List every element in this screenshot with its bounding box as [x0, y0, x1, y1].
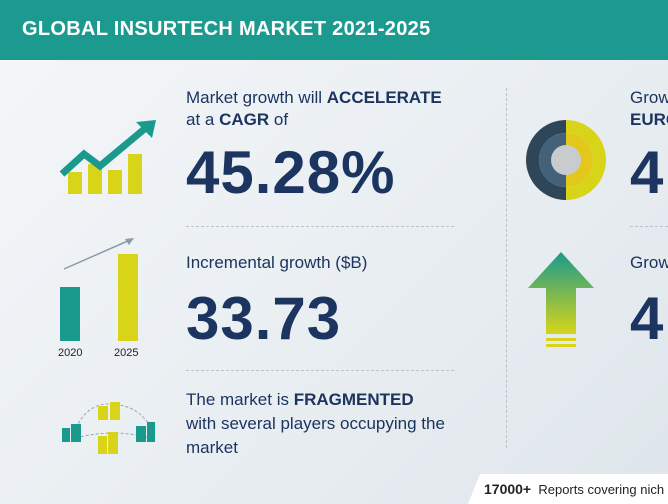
- segment-value: 4: [630, 285, 665, 352]
- trend-arrowhead: [136, 120, 156, 138]
- building: [147, 422, 155, 442]
- building: [62, 428, 70, 442]
- incremental-bars-icon: [60, 238, 138, 341]
- cagr-value: 45.28%: [186, 139, 396, 206]
- building: [108, 432, 118, 454]
- incremental-label: Incremental growth ($B): [186, 253, 368, 272]
- region-label-line2: EURO: [630, 110, 668, 129]
- icon-bar: [88, 164, 102, 194]
- trend-arrow: [59, 123, 151, 177]
- region-label-line1: Grow: [630, 88, 668, 107]
- market-label-line1: The market is FRAGMENTED: [186, 390, 414, 409]
- page-title: GLOBAL INSURTECH MARKET 2021-2025: [22, 18, 431, 40]
- building: [98, 406, 108, 420]
- building: [71, 424, 81, 442]
- rise-arrow-line: [63, 239, 131, 270]
- building: [110, 402, 120, 420]
- market-label-line3: market: [186, 438, 238, 457]
- growth-label-line1: Market growth will ACCELERATE: [186, 88, 442, 107]
- region-value: 4: [630, 139, 665, 206]
- rise-arrowhead: [125, 238, 134, 245]
- divider: [186, 370, 454, 371]
- year-end-label: 2025: [114, 347, 139, 359]
- icon-bar: [68, 172, 82, 194]
- footer-text: 17000+ Reports covering nich: [484, 481, 665, 497]
- icon-bar: [128, 154, 142, 194]
- fragmented-buildings-icon: [62, 402, 155, 454]
- header-banner: [0, 0, 668, 60]
- building: [98, 436, 107, 454]
- icon-bar: [108, 170, 122, 194]
- growth-chart-icon: [59, 120, 156, 194]
- bar-2020: [60, 287, 80, 341]
- donut-chart-icon: [526, 120, 606, 200]
- up-arrow-icon: [528, 252, 594, 347]
- footer-bar: [468, 474, 668, 504]
- bar-2025: [118, 254, 138, 341]
- divider: [630, 226, 668, 227]
- market-label-line2: with several players occupying the: [186, 414, 445, 433]
- segment-label: Grow: [630, 253, 668, 272]
- year-start-label: 2020: [58, 347, 83, 359]
- incremental-value: 33.73: [186, 285, 342, 352]
- column-divider: [506, 88, 507, 448]
- divider: [186, 226, 454, 227]
- building: [136, 426, 146, 442]
- growth-label-line2: at a CAGR of: [186, 110, 289, 129]
